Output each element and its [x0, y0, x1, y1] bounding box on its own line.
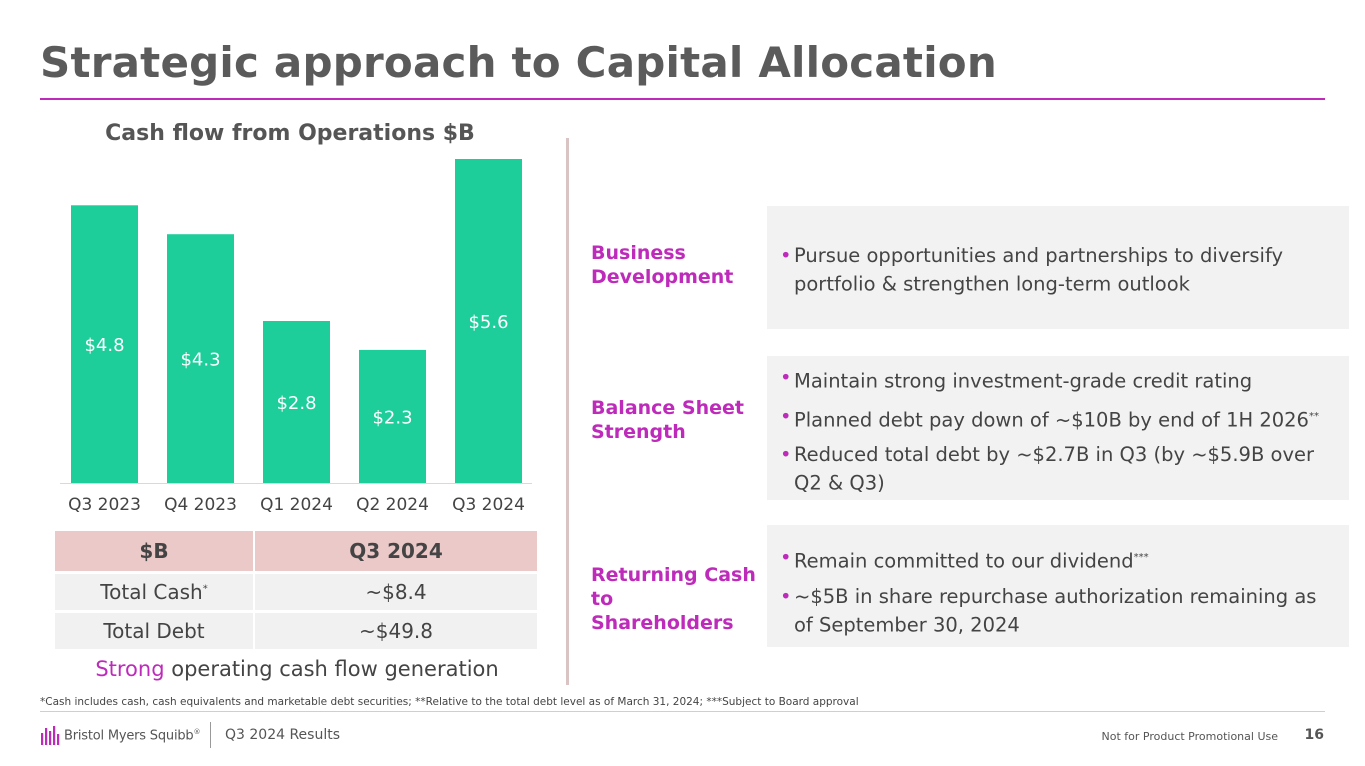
bullet-dot-icon: • [780, 584, 792, 608]
section-label-business-development: Business Development [591, 242, 734, 288]
table-row-label: Total Debt [55, 610, 255, 649]
data-label: $2.8 [276, 393, 316, 414]
page-number: 16 [1304, 727, 1324, 743]
x-tick-label: Q2 2024 [356, 495, 429, 515]
x-tick-label: Q3 2024 [452, 495, 525, 515]
total-debt-label: Total Debt [103, 619, 205, 643]
bar-q1-2024 [263, 321, 330, 483]
x-tick-label: Q4 2023 [164, 495, 237, 515]
bullet-dot-icon: • [780, 366, 792, 389]
data-label: $4.8 [84, 335, 124, 356]
total-cash-label: Total Cash [100, 580, 203, 604]
table-row-value: ~$49.8 [254, 610, 539, 649]
table-header-unit: $B [55, 531, 255, 573]
bullet-dot-icon: • [780, 546, 792, 569]
table-header-period: Q3 2024 [254, 531, 539, 573]
vertical-divider [566, 138, 569, 685]
footnote-marker: *** [1133, 552, 1149, 563]
footnote: *Cash includes cash, cash equivalents an… [40, 696, 859, 708]
bullet-item: • Planned debt pay down of ~$10B by end o… [780, 404, 1335, 433]
bullet-list: • Pursue opportunities and partnerships t… [780, 243, 1335, 297]
footer-results-label: Q3 2024 Results [225, 727, 341, 743]
section-label-balance-sheet: Balance Sheet Strength [591, 397, 744, 443]
logo-text: Bristol Myers Squibb [64, 728, 194, 744]
table-row: Total Debt ~$49.8 [55, 610, 539, 649]
panel-business-development: • Pursue opportunities and partnerships t… [767, 206, 1349, 329]
caption-rest: operating cash flow generation [164, 657, 499, 681]
bullet-item: • Maintain strong investment-grade credit… [780, 365, 1335, 394]
bar-q4-2023 [167, 234, 234, 483]
bar-q2-2024 [359, 349, 426, 483]
table-header-row: $B Q3 2024 [55, 531, 539, 573]
slide-title: Strategic approach to Capital Allocation [40, 38, 997, 87]
bullet-text: Maintain strong investment-grade credit … [794, 369, 1253, 393]
panel-returning-cash: • Remain committed to our dividend*** • ~$… [767, 525, 1349, 647]
chart-caption: Strong operating cash flow generation [55, 657, 539, 681]
data-label: $4.3 [180, 350, 220, 371]
chart-title: Cash flow from Operations $B [105, 121, 475, 146]
bullet-text: ~$5B in share repurchase authorization r… [794, 584, 1317, 637]
bullet-dot-icon: • [780, 404, 792, 428]
bullet-item: • Reduced total debt by ~$2.7B in Q3 (by … [780, 442, 1335, 496]
section-label-returning-cash: Returning Cash to Shareholders [591, 564, 756, 634]
bar-q3-2023 [71, 205, 138, 483]
panel-balance-sheet: • Maintain strong investment-grade credit… [767, 356, 1349, 500]
bullet-list: • Remain committed to our dividend*** • ~$… [780, 545, 1335, 637]
x-tick-label: Q1 2024 [260, 495, 333, 515]
title-divider [40, 98, 1325, 100]
cash-debt-table: $B Q3 2024 Total Cash* ~$8.4 Total Debt … [55, 531, 539, 649]
bar-q3-2024 [455, 159, 522, 483]
data-label: $2.3 [372, 407, 412, 428]
footnote-marker: * [202, 583, 208, 595]
bullet-text: Planned debt pay down of ~$10B by end of… [794, 408, 1309, 431]
footer-notice: Not for Product Promotional Use [1101, 730, 1278, 743]
table-row-value: ~$8.4 [254, 571, 539, 612]
bullet-dot-icon: • [780, 443, 792, 466]
bullet-list: • Maintain strong investment-grade credit… [780, 365, 1335, 496]
bullet-text: Pursue opportunities and partnerships to… [794, 244, 1284, 296]
bullet-item: • Remain committed to our dividend*** [780, 545, 1335, 574]
footer-separator [210, 722, 211, 748]
bullet-dot-icon: • [780, 244, 792, 267]
logo-wordmark: Bristol Myers Squibb® [64, 728, 200, 743]
bullet-text: Remain committed to our dividend [794, 549, 1134, 573]
footer-divider [40, 711, 1325, 712]
data-label: $5.6 [468, 312, 508, 333]
bullet-item: • ~$5B in share repurchase authorization … [780, 584, 1335, 638]
bullet-item: • Pursue opportunities and partnerships t… [780, 243, 1335, 297]
table-row: Total Cash* ~$8.4 [55, 571, 539, 612]
footnote-marker: ** [1308, 410, 1319, 422]
caption-accent: Strong [95, 657, 165, 681]
bullet-text: Reduced total debt by ~$2.7B in Q3 (by ~… [794, 443, 1315, 495]
registered-mark: ® [193, 728, 201, 737]
company-logo: Bristol Myers Squibb® [40, 724, 200, 748]
cash-flow-chart: $4.8 Q3 2023 $4.3 Q4 2023 $2.8 Q1 2024 $2.3 Q2 … [60, 159, 532, 515]
bms-logo-icon [41, 726, 60, 745]
x-tick-label: Q3 2023 [68, 495, 141, 515]
table-row-label: Total Cash* [55, 571, 255, 612]
